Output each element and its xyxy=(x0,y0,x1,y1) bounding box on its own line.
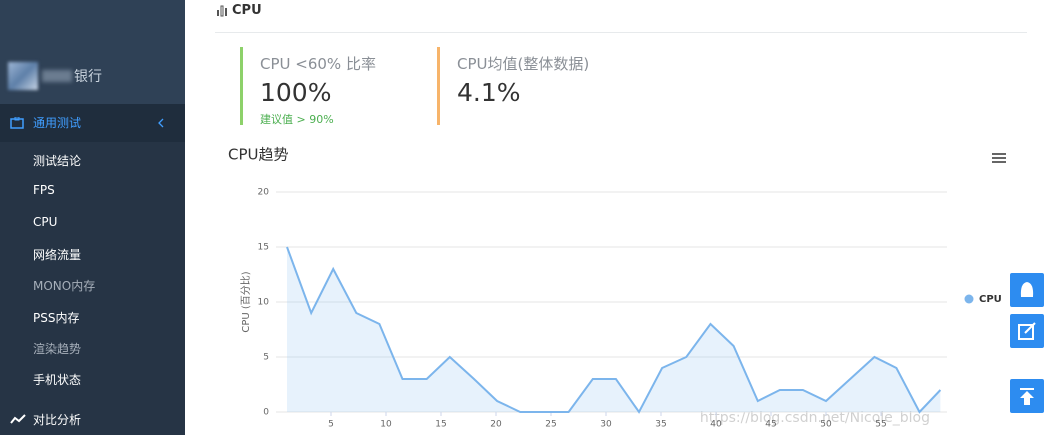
icon xyxy=(10,117,24,129)
menu-item[interactable]: 渲染趋势 xyxy=(33,342,82,356)
logo xyxy=(8,62,38,90)
icon xyxy=(10,414,26,424)
sidebar: 银行 通用测试 测试结论 FPS CPU 网络流量 MONO内存 PSS内存渲染趋势手机状… xyxy=(0,0,185,435)
stat-label: CPU <60% 比率 xyxy=(260,55,376,73)
icon xyxy=(1020,388,1034,405)
icon xyxy=(1020,282,1034,297)
menu-icon[interactable] xyxy=(992,153,1006,163)
menu-group[interactable]: 对比分析 xyxy=(33,413,82,427)
stat-card: CPU <60% 比率 100% 建议值 > 90% xyxy=(240,47,376,126)
icon xyxy=(217,5,227,17)
x-tick-label: 55 xyxy=(875,420,886,430)
area xyxy=(287,247,941,412)
stat-note: 建议值 > 90% xyxy=(260,113,334,126)
legend-marker xyxy=(964,294,974,304)
sidebar-header: 银行 xyxy=(0,0,185,104)
x-tick-label: 45 xyxy=(765,420,776,430)
x-tick-label: 35 xyxy=(655,420,666,430)
menu-item[interactable]: 测试结论 xyxy=(33,154,82,168)
x-tick-label: 20 xyxy=(490,420,502,430)
menu-item[interactable]: FPS xyxy=(33,183,55,197)
y-axis-label: CPU (百分比) xyxy=(240,271,252,332)
stat-value: 100% xyxy=(260,78,332,107)
section-title: CPU xyxy=(232,3,262,18)
stat-card: CPU均值(整体数据) 4.1% xyxy=(437,47,589,125)
menu-item[interactable]: PSS内存 xyxy=(33,311,80,325)
y-tick-label: 15 xyxy=(258,243,269,253)
watermark: https://blog.csdn.net/Nicole_blog xyxy=(700,410,930,426)
icon xyxy=(158,118,164,128)
float-button[interactable] xyxy=(1010,314,1044,348)
x-tick-label: 30 xyxy=(600,420,612,430)
menu-item[interactable]: 网络流量 xyxy=(33,248,82,262)
legend-label: CPU xyxy=(979,294,1002,305)
x-tick-label: 25 xyxy=(545,420,556,430)
x-tick-label: 10 xyxy=(380,420,392,430)
x-tick-label: 15 xyxy=(435,420,446,430)
menu-item[interactable]: CPU xyxy=(33,215,58,229)
float-button[interactable] xyxy=(1010,273,1044,307)
stat-label: CPU均值(整体数据) xyxy=(457,55,590,73)
line xyxy=(286,246,942,414)
menu-item[interactable]: MONO内存 xyxy=(33,279,96,293)
x-tick-label: 40 xyxy=(710,420,722,430)
x-tick-label: 5 xyxy=(328,420,334,430)
content: CPU CPU <60% 比率 100% 建议值 > 90% CPU均值(整体数… xyxy=(185,0,1047,435)
blurred-text xyxy=(42,70,72,82)
icon xyxy=(1018,322,1036,340)
stat-value: 4.1% xyxy=(457,78,521,107)
y-tick-label: 10 xyxy=(258,298,270,308)
chart-title: CPU趋势 xyxy=(228,146,289,164)
float-button[interactable] xyxy=(1010,379,1044,413)
y-tick-label: 0 xyxy=(263,408,269,418)
x-tick-label: 50 xyxy=(820,420,832,430)
divider xyxy=(215,32,1027,33)
y-tick-label: 5 xyxy=(263,353,269,363)
menu-item[interactable]: 手机状态 xyxy=(33,373,82,387)
y-tick-label: 20 xyxy=(258,188,270,198)
menu-group-label: 通用测试 xyxy=(33,116,82,130)
brand: 银行 xyxy=(74,69,102,85)
menu-group[interactable]: 通用测试 xyxy=(0,104,185,142)
